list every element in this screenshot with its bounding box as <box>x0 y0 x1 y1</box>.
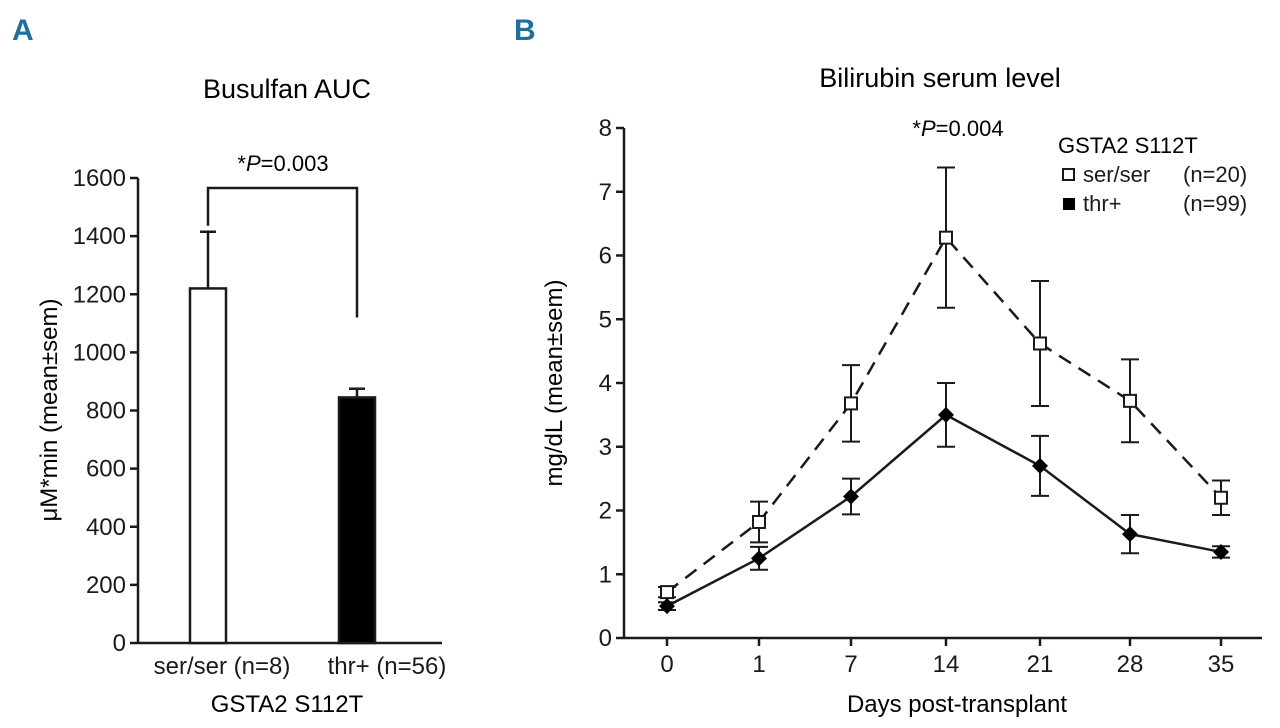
chart-b-series-line-thr <box>666 413 1222 608</box>
chart-a-ytick-label: 400 <box>86 514 126 541</box>
chart-b-point <box>659 598 675 615</box>
panel-b: Bilirubin serum level mg/dL (mean±sem) D… <box>541 63 1262 718</box>
chart-b-ytick-label: 8 <box>599 115 612 142</box>
chart-b-point <box>843 488 859 505</box>
chart-b-ytick-label: 7 <box>599 179 612 206</box>
chart-b-point <box>939 230 953 245</box>
chart-a-ytick-label: 1200 <box>73 281 126 308</box>
chart-b-point <box>1032 457 1048 474</box>
chart-a-pvalue-value: =0.003 <box>261 151 329 176</box>
chart-b-ytick-label: 4 <box>599 370 612 397</box>
chart-b-xtick-label: 14 <box>933 651 960 678</box>
panel-a: Busulfan AUC μM*min (mean±sem) GSTA2 S11… <box>36 74 446 718</box>
chart-b-point <box>844 396 858 411</box>
chart-b-legend-marker <box>1062 168 1075 181</box>
chart-a-ytick-label: 1400 <box>73 223 126 250</box>
chart-b-point <box>1033 336 1047 351</box>
chart-a-plot: 0 200 400 600 800 1000 1200 1400 1600 ser/ser (n=… <box>73 165 447 680</box>
chart-b-ytick-label: 3 <box>599 434 612 461</box>
chart-a-ytick-label: 800 <box>86 398 126 425</box>
chart-b-plot: 0 1 2 3 4 5 6 7 8 0 1 7 14 21 28 35 ser/ser (n=20) thr+ (n=… <box>599 115 1262 678</box>
chart-b-point <box>1213 543 1229 560</box>
panel-label-b: B <box>514 14 536 47</box>
panel-label-a: A <box>12 14 34 47</box>
chart-b-legend-marker <box>1063 198 1075 210</box>
chart-b-point <box>752 514 766 529</box>
chart-a-ytick-label: 1600 <box>73 165 126 192</box>
chart-b-xtick-label: 1 <box>752 651 765 678</box>
chart-b-point <box>938 406 954 423</box>
chart-a-bar <box>188 287 228 645</box>
chart-b-point <box>660 585 674 600</box>
chart-b-xtick-label: 28 <box>1117 651 1144 678</box>
chart-b-xtick-label: 35 <box>1208 651 1235 678</box>
chart-b-title: Bilirubin serum level <box>819 63 1061 93</box>
chart-b-legend-title: GSTA2 S112T <box>1058 133 1198 158</box>
chart-b-pvalue-symbol: P <box>921 116 936 141</box>
chart-a-ytick-label: 200 <box>86 572 126 599</box>
chart-a-pvalue-symbol: P <box>246 151 261 176</box>
chart-b-point <box>751 550 767 567</box>
chart-b-ytick-label: 6 <box>599 243 612 270</box>
chart-b-legend-n: (n=99) <box>1183 191 1247 216</box>
chart-b-legend-label: ser/ser <box>1083 162 1150 187</box>
chart-a-xtick-label: ser/ser (n=8) <box>154 653 291 680</box>
chart-b-xlabel: Days post-transplant <box>847 691 1067 718</box>
chart-b-pvalue-value: =0.004 <box>936 116 1004 141</box>
chart-b-ytick-label: 5 <box>599 306 612 333</box>
chart-b-point <box>1122 526 1138 543</box>
chart-a-ylabel: μM*min (mean±sem) <box>36 298 63 521</box>
chart-a-significance-bracket <box>206 186 359 318</box>
chart-a-xlabel: GSTA2 S112T <box>211 691 364 718</box>
chart-b-ytick-label: 0 <box>599 625 612 652</box>
chart-b-ytick-label: 1 <box>599 561 612 588</box>
chart-b-legend-n: (n=20) <box>1183 162 1247 187</box>
chart-a-xtick-label: thr+ (n=56) <box>328 653 447 680</box>
chart-b-ylabel: mg/dL (mean±sem) <box>541 279 568 486</box>
chart-a-ytick-label: 1000 <box>73 339 126 366</box>
chart-a-pvalue-star: * <box>237 151 246 176</box>
chart-b-pvalue-star: * <box>912 116 921 141</box>
chart-a-pvalue: *P=0.003 <box>237 151 328 176</box>
chart-b-point <box>1214 490 1228 505</box>
chart-b-point <box>1123 393 1137 408</box>
chart-b-xtick-label: 7 <box>844 651 857 678</box>
chart-a-ytick-label: 0 <box>113 630 126 657</box>
chart-a-bar <box>337 396 377 645</box>
chart-a-title: Busulfan AUC <box>203 74 371 104</box>
chart-b-legend-label: thr+ <box>1083 191 1122 216</box>
chart-a-ytick-label: 600 <box>86 456 126 483</box>
chart-b-xtick-label: 0 <box>660 651 673 678</box>
chart-b-pvalue: *P=0.004 <box>912 116 1003 141</box>
chart-b-xtick-label: 21 <box>1027 651 1054 678</box>
chart-b-ytick-label: 2 <box>599 498 612 525</box>
